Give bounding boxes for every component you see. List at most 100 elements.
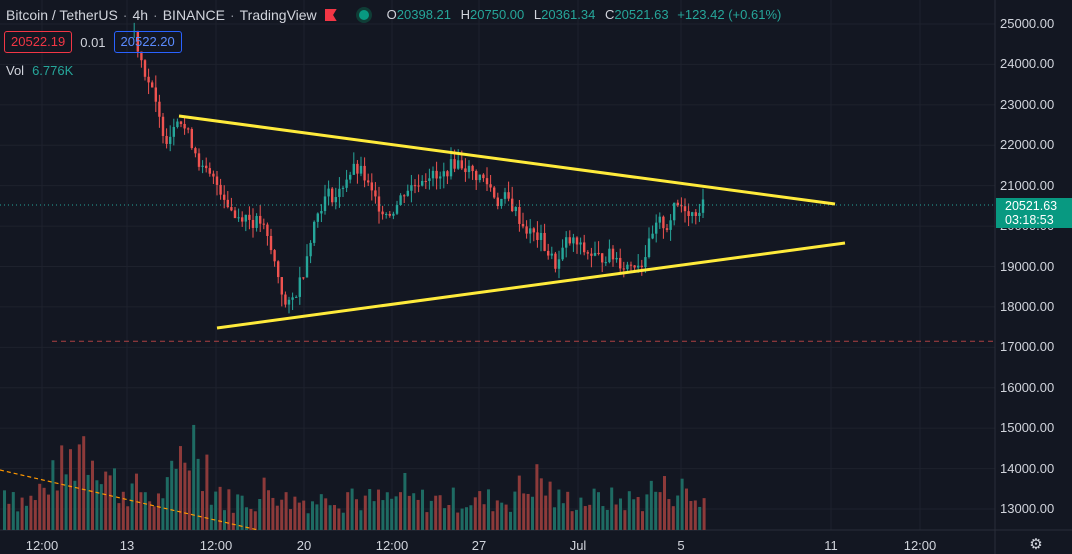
candle-body [194,148,197,154]
volume-bar [130,483,134,530]
price-tick: 25000.00 [1000,16,1055,31]
candle-body [615,257,618,260]
candle-body [385,213,388,215]
volume-bar [487,489,490,530]
volume-bar [359,510,363,530]
ohlc-readout: O20398.21 H20750.00 L20361.34 C20521.63 … [386,7,782,22]
volume-bar [566,491,570,530]
candle-body [583,242,586,253]
volume-bar [139,492,143,530]
sell-price-button[interactable]: 20522.19 [4,31,73,53]
candle-body [482,174,485,179]
volume-bar [663,476,666,530]
volume-bar [77,444,81,530]
volume-bar [654,491,658,530]
candle-body [298,277,301,297]
candle-body [190,129,193,149]
candle-body [651,233,654,239]
volume-bar [588,504,592,530]
time-tick: 27 [471,538,487,553]
volume-bar [632,499,636,530]
candle-body [529,228,532,234]
candle-body [374,190,377,197]
price-tick: 16000.00 [1000,379,1055,395]
volume-bar [218,486,222,530]
candle-body [331,188,334,203]
volume-bar [267,490,270,530]
candle-body [359,165,363,174]
candle-body [277,261,280,278]
volume-bar [579,497,583,530]
candle-body [568,237,571,244]
candle-body [230,207,233,211]
buy-price-button[interactable]: 20522.20 [113,31,182,53]
candle-body [698,212,701,216]
candle-body [154,87,157,102]
candle-body [460,160,463,169]
symbol-name[interactable]: Bitcoin / TetherUS [6,7,118,23]
candle-body [629,264,633,266]
flag-icon[interactable] [324,9,337,21]
volume-bar [209,504,213,530]
volume-bar [302,500,306,530]
time-tick: Jul [569,538,587,553]
volume-bar [645,494,649,530]
candle-body [619,257,622,269]
candle-body [471,165,474,172]
volume-bar [280,499,284,530]
volume-bar [394,496,398,530]
candle-body [338,188,341,198]
candle-body [172,126,175,137]
candle-body [269,235,273,251]
candle-body [136,30,139,52]
candle-body [683,206,687,212]
candle-body [187,128,190,130]
volume-bar [517,475,521,530]
gear-icon[interactable]: ⚙ [1029,536,1043,553]
price-tick: 13000.00 [1000,501,1055,516]
candle-body [590,253,593,256]
volume-bar [619,498,622,530]
volume-bar [223,510,226,530]
candle-body [464,168,467,173]
candle-body [367,180,370,183]
volume-bar [324,498,328,530]
candle-body [421,180,424,186]
candle-body [284,294,287,305]
volume-bar [478,491,482,530]
volume-bar [469,505,473,530]
candle-body [694,212,697,216]
volume-bar [513,491,517,530]
volume-bar [143,492,147,530]
candle-body [539,232,543,241]
upper-trendline [178,114,836,206]
volume-bar [16,511,20,530]
time-tick: 13 [119,538,135,553]
candle-body [633,265,636,268]
exchange-label: BINANCE [162,7,225,23]
candle-body [518,207,521,224]
candle-body [467,165,471,173]
volume-bar [319,494,323,530]
candle-body [413,185,417,187]
candle-body [316,213,319,222]
interval-label[interactable]: 4h [132,7,149,23]
candle-body [644,257,647,268]
candle-body [201,165,204,167]
volume-bar [64,474,68,530]
candle-body [403,195,406,197]
candle-body [226,199,229,208]
candle-body [327,188,330,197]
volume-bar [201,491,204,530]
candle-body [680,205,683,207]
candle-body [262,223,265,225]
candle-body [161,116,165,136]
candle-body [345,179,348,188]
volume-bar [460,508,464,530]
candle-body [244,214,247,222]
candle-body [334,197,337,203]
volume-bar [575,509,578,530]
volume-bar [676,495,680,530]
candle-body [349,174,352,180]
